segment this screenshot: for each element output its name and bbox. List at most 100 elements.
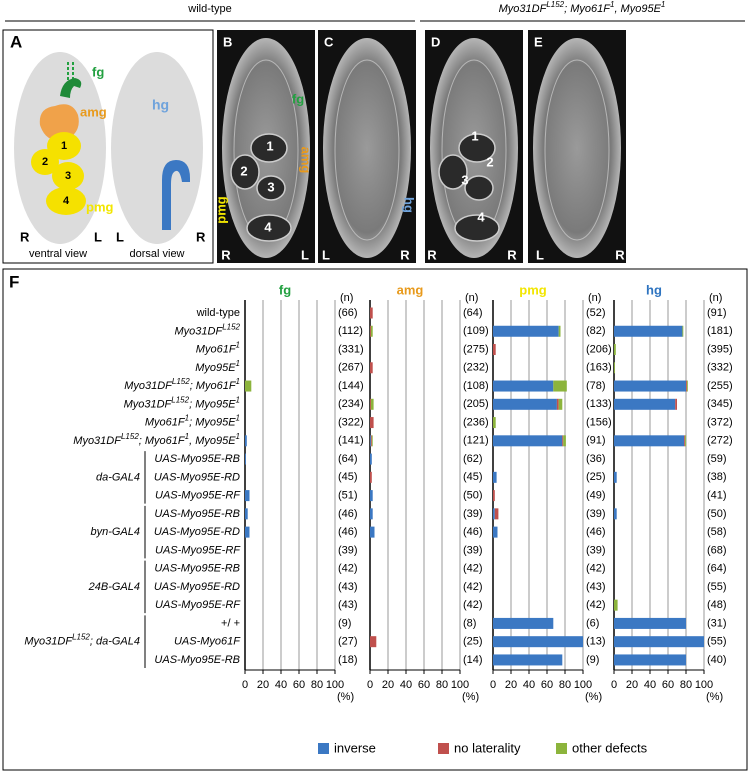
n-value: (42) [338, 563, 358, 575]
n-value: (236) [463, 416, 489, 428]
row-label: UAS-Myo95E-RB [154, 453, 240, 465]
label-part: ; Myo95E [189, 398, 236, 410]
group-label: da-GAL4 [96, 471, 140, 483]
label-part: ; da-GAL4 [90, 636, 140, 648]
header-right: Myo31DFL152; Myo61F1, Myo95E1 [499, 0, 666, 15]
bar-segment [684, 435, 686, 447]
superscript: L152 [546, 0, 564, 9]
n-value: (45) [463, 471, 483, 483]
superscript: 1 [610, 0, 614, 9]
n-value: (91) [586, 435, 606, 447]
panel-letter: C [324, 34, 334, 49]
x-tick-label: 40 [275, 679, 287, 691]
superscript: 1 [236, 395, 240, 404]
n-value: (272) [707, 435, 733, 447]
bar-segment [371, 435, 373, 447]
panel-letter: D [431, 34, 440, 49]
gut-chamber [250, 133, 288, 163]
superscript: L152 [121, 431, 139, 440]
legend-label: no laterality [454, 740, 521, 755]
bar-segment [370, 417, 374, 429]
row-label: UAS-Myo95E-RF [155, 599, 241, 611]
x-tick-label: 80 [680, 679, 692, 691]
panel-letter: B [223, 34, 232, 49]
n-value: (372) [707, 416, 733, 428]
bar-segment [614, 435, 685, 447]
panel-title: pmg [519, 282, 547, 297]
row-label: Myo31DFL152; Myo61F1 [124, 377, 240, 392]
n-value: (25) [586, 471, 606, 483]
micrograph-label: 4 [477, 209, 485, 224]
row-label: +/ + [221, 617, 240, 629]
n-value: (64) [338, 453, 358, 465]
n-value: (144) [338, 380, 364, 392]
superscript: L152 [172, 377, 190, 386]
x-tick-label: 100 [326, 679, 344, 691]
n-value: (49) [586, 490, 606, 502]
n-value: (39) [338, 544, 358, 556]
bar-segment [614, 599, 618, 611]
bar-segment [493, 617, 554, 629]
n-value: (62) [463, 453, 483, 465]
n-value: (42) [586, 599, 606, 611]
row-label: UAS-Myo95E-RF [155, 490, 241, 502]
x-unit: (%) [462, 691, 479, 703]
n-value: (322) [338, 416, 364, 428]
micrograph-label: 2 [240, 163, 247, 178]
superscript: L152 [222, 322, 240, 331]
n-value: (133) [586, 398, 612, 410]
n-value: (68) [707, 544, 727, 556]
x-tick-label: 60 [662, 679, 674, 691]
x-tick-label: 20 [505, 679, 517, 691]
x-tick-label: 60 [418, 679, 430, 691]
bar-segment [556, 398, 559, 410]
n-value: (14) [463, 654, 483, 666]
gut-chamber [454, 214, 500, 242]
bar-segment [562, 435, 564, 447]
gut-chamber [464, 175, 494, 201]
row-label: UAS-Myo95E-RD [154, 471, 240, 483]
n-value: (39) [586, 508, 606, 520]
n-value: (267) [338, 362, 364, 374]
anterior-midgut [39, 104, 79, 141]
row-label: UAS-Myo95E-RF [155, 544, 241, 556]
label-part: Myo61F [196, 343, 237, 355]
x-tick-label: 0 [367, 679, 373, 691]
n-value: (39) [463, 544, 483, 556]
embryo-inner [334, 59, 400, 241]
legend-swatch [438, 743, 449, 754]
bar-segment [370, 490, 373, 502]
x-tick-label: 60 [293, 679, 305, 691]
n-value: (42) [463, 599, 483, 611]
micrograph-label: R [221, 247, 231, 262]
bar-segment [675, 398, 677, 410]
label-part: Myo31DF [175, 325, 224, 337]
superscript: 1 [236, 340, 240, 349]
panel-f-frame [2, 268, 748, 771]
n-value: (40) [707, 654, 727, 666]
bar-segment [493, 508, 495, 520]
bar-segment [493, 654, 563, 666]
micrograph-label: R [400, 247, 410, 262]
n-header: (n) [709, 292, 722, 304]
superscript: 1 [236, 431, 240, 440]
label-part: UAS-Myo61F [174, 636, 241, 648]
panel-title: fg [279, 282, 291, 297]
legend-swatch [318, 743, 329, 754]
midgut-chamber [52, 162, 84, 190]
n-header: (n) [340, 292, 353, 304]
bar-segment [493, 417, 496, 429]
label-part: +/ + [221, 617, 240, 629]
bar-segment [686, 380, 687, 392]
n-value: (43) [338, 581, 358, 593]
n-value: (52) [586, 307, 606, 319]
superscript: L152 [72, 632, 90, 641]
row-label: Myo95E1 [195, 358, 240, 373]
n-value: (275) [463, 343, 489, 355]
hindgut [162, 160, 190, 230]
superscript: 1 [661, 0, 665, 9]
panel-letter: E [534, 34, 543, 49]
label-part: 24B-GAL4 [88, 581, 140, 593]
bar-segment [494, 508, 499, 520]
